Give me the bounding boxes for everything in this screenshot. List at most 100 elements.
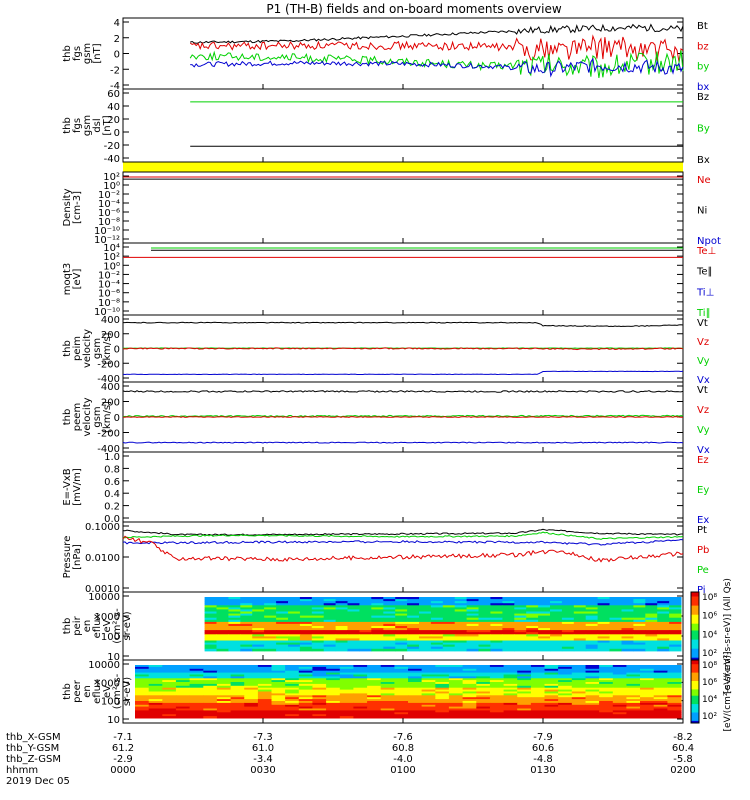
spectrogram-cell bbox=[380, 699, 395, 702]
spectrogram-cell bbox=[419, 617, 432, 621]
spectrogram-cell bbox=[530, 668, 546, 672]
spectrogram-cell bbox=[312, 716, 327, 719]
spectrogram-cell bbox=[653, 706, 668, 709]
spectrogram-cell bbox=[612, 666, 627, 670]
spectrogram-cell bbox=[189, 699, 204, 702]
spectrogram-cell bbox=[394, 714, 409, 717]
spectrogram-cell bbox=[544, 710, 559, 713]
spectrogram-cell bbox=[312, 691, 327, 694]
spectrogram-cell bbox=[653, 670, 668, 674]
spectrogram-cell bbox=[478, 626, 491, 629]
spectrogram-cell bbox=[162, 699, 177, 702]
spectrogram-cell bbox=[380, 716, 395, 719]
y-label-line: velocity bbox=[82, 397, 93, 436]
spectrogram-cell bbox=[299, 605, 313, 608]
spectrogram-cell bbox=[667, 672, 682, 675]
spectrogram-cell bbox=[276, 626, 289, 629]
spectrogram-cell bbox=[371, 638, 384, 641]
spectrogram-cell bbox=[367, 685, 382, 689]
spectrogram-cell bbox=[353, 676, 368, 679]
spectrogram-cell bbox=[353, 714, 368, 717]
spectrogram-cell bbox=[339, 680, 354, 683]
spectrogram-cell bbox=[395, 632, 408, 635]
spectrogram-cell bbox=[371, 605, 384, 608]
spectrogram-cell bbox=[395, 609, 408, 612]
spectrogram-cell bbox=[538, 630, 551, 633]
spectrogram-cell bbox=[640, 695, 655, 698]
y-tick-label: 40 bbox=[107, 102, 120, 113]
spectrogram-cell bbox=[538, 611, 551, 615]
spectrogram-cell bbox=[347, 638, 360, 641]
spectrogram-cell bbox=[162, 666, 177, 670]
spectrogram-cell bbox=[335, 648, 348, 652]
spectrogram-cell bbox=[669, 646, 682, 650]
y-tick-label: 1000 bbox=[95, 678, 120, 689]
spectrogram-cell bbox=[640, 668, 655, 672]
spectrogram-cell bbox=[530, 712, 546, 715]
spectrogram-cell bbox=[667, 668, 682, 672]
spectrogram-cell bbox=[240, 630, 253, 633]
legend-item: Vx bbox=[697, 445, 710, 456]
spectrogram-cell bbox=[667, 670, 682, 674]
spectrogram-cell bbox=[561, 609, 575, 612]
colorbar-step bbox=[691, 662, 699, 665]
spectrogram-cell bbox=[276, 609, 289, 612]
x-axis-value: 0200 bbox=[670, 765, 695, 776]
y-label-line: thb bbox=[62, 45, 73, 62]
spectrogram-cell bbox=[538, 648, 551, 652]
spectrogram-cell bbox=[421, 687, 436, 691]
spectrogram-cell bbox=[597, 630, 610, 633]
spectrogram-cell bbox=[285, 695, 300, 698]
spectrogram-cell bbox=[148, 716, 163, 719]
spectrogram-cell bbox=[407, 617, 420, 621]
spectrogram-cell bbox=[514, 636, 527, 639]
y-axis-label: E=-VxB [mV/m] bbox=[62, 468, 83, 506]
spectrogram-cell bbox=[502, 634, 515, 637]
spectrogram-cell bbox=[326, 672, 341, 675]
spectrogram-cell bbox=[408, 716, 423, 719]
spectrogram-cell bbox=[285, 697, 300, 700]
spectrogram-cell bbox=[442, 630, 456, 633]
series-Pi bbox=[122, 538, 684, 546]
spectrogram-cell bbox=[466, 599, 479, 602]
y-axis-label: thb peem velocity gsm [km/s] bbox=[62, 397, 113, 436]
spectrogram-cell bbox=[558, 689, 573, 692]
spectrogram-cell bbox=[466, 617, 479, 621]
spectrogram-cell bbox=[448, 697, 464, 700]
spectrogram-cell bbox=[175, 666, 191, 670]
spectrogram-cell bbox=[489, 666, 505, 670]
y-axis-label: thb fgs gsm dsl [nT] bbox=[62, 115, 113, 136]
spectrogram-cell bbox=[394, 701, 409, 704]
spectrogram-cell bbox=[395, 644, 408, 648]
spectrogram-cell bbox=[503, 680, 518, 683]
spectrogram-cell bbox=[640, 687, 655, 691]
spectrogram-cell bbox=[476, 674, 491, 677]
spectrogram-cell bbox=[502, 636, 515, 639]
spectrogram-cell bbox=[476, 672, 491, 675]
spectrogram-cell bbox=[394, 716, 409, 719]
spectrogram-cell bbox=[312, 668, 327, 672]
spectrogram-cell bbox=[228, 628, 241, 631]
spectrogram-cell bbox=[538, 621, 551, 625]
spectrogram-cell bbox=[216, 706, 232, 709]
spectrogram-cell bbox=[653, 680, 668, 683]
spectrogram-cell bbox=[257, 676, 273, 679]
spectrogram-cell bbox=[421, 666, 436, 670]
spectrogram-cell bbox=[326, 682, 341, 685]
spectrogram-cell bbox=[394, 682, 409, 685]
spectrogram-cell bbox=[621, 597, 634, 600]
spectrogram-cell bbox=[657, 638, 670, 641]
spectrogram-cell bbox=[466, 636, 479, 639]
spectrogram-cell bbox=[311, 613, 325, 617]
spectrogram-cell bbox=[298, 714, 313, 717]
spectrogram-cell bbox=[645, 638, 658, 641]
spectrogram-cell bbox=[216, 665, 232, 668]
spectrogram-cell bbox=[489, 682, 505, 685]
spectrogram-cell bbox=[228, 619, 241, 623]
spectrogram-cell bbox=[203, 706, 218, 709]
spectrogram-cell bbox=[585, 601, 599, 604]
spectrogram-cell bbox=[517, 689, 532, 692]
spectrogram-cell bbox=[244, 691, 259, 694]
spectrogram-cell bbox=[538, 615, 551, 619]
